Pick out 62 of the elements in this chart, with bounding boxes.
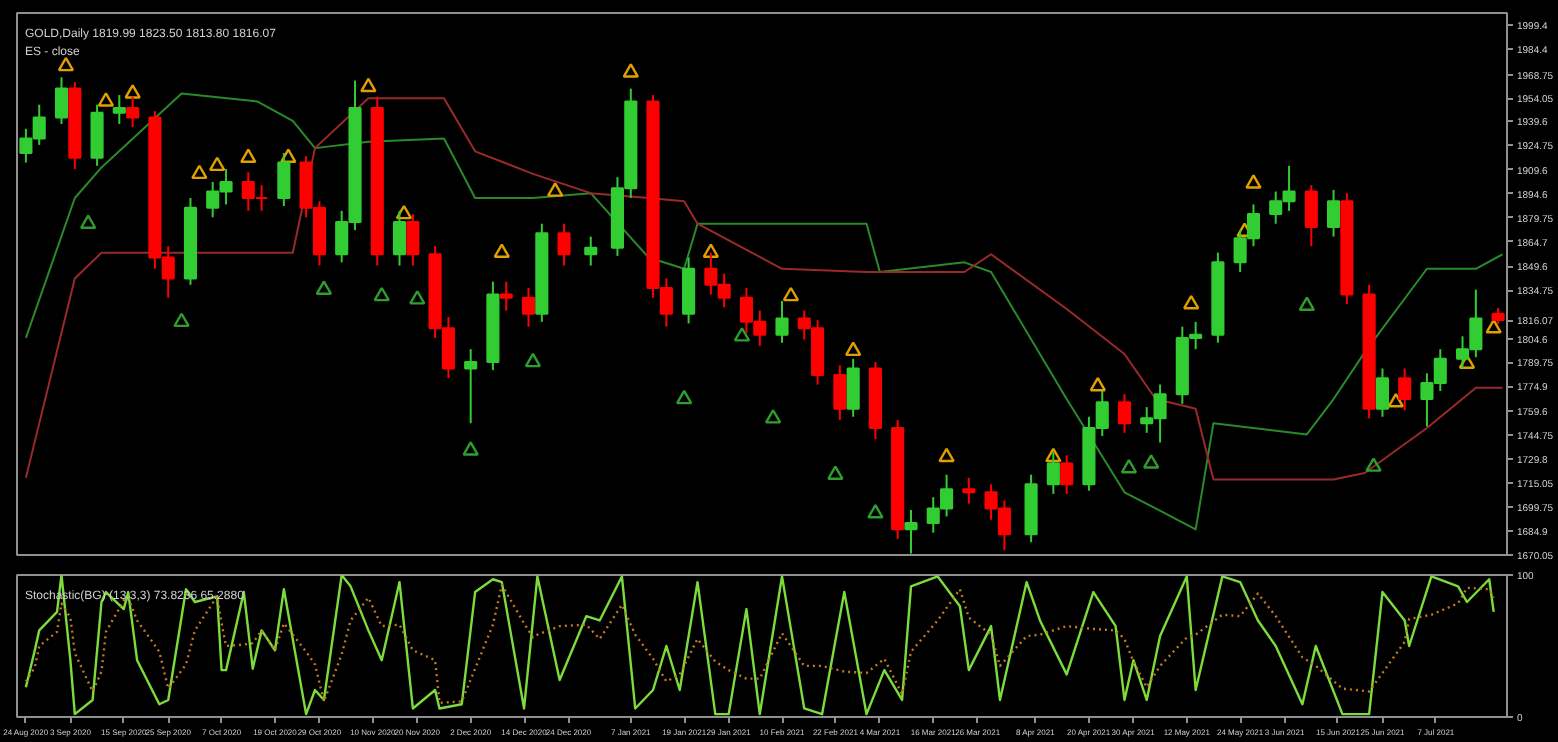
- candlestick: [406, 213, 420, 267]
- candlestick: [112, 94, 126, 125]
- point: [733, 327, 751, 342]
- candlestick: [521, 287, 536, 328]
- point: [173, 312, 190, 328]
- point: [1183, 294, 1200, 310]
- point: [827, 465, 844, 480]
- candlestick: [1046, 451, 1060, 495]
- point: [1485, 318, 1502, 334]
- point: [280, 148, 297, 164]
- point: [493, 243, 511, 258]
- point: [97, 92, 115, 107]
- point: [524, 352, 542, 368]
- point: [1089, 376, 1107, 392]
- candlestick: [1398, 367, 1412, 412]
- point: [1120, 458, 1138, 474]
- candlestick: [846, 357, 860, 418]
- point: [702, 243, 720, 258]
- point: [867, 503, 884, 519]
- candlestick: [392, 209, 407, 267]
- candlestick: [682, 256, 696, 325]
- candlestick: [1375, 367, 1390, 418]
- point: [938, 447, 955, 463]
- point: [675, 389, 693, 405]
- point: [764, 409, 782, 424]
- point: [395, 204, 413, 220]
- point: [462, 441, 479, 456]
- candlestick: [90, 103, 104, 167]
- point: [79, 214, 97, 229]
- point: [1142, 454, 1160, 469]
- candlestick: [1326, 188, 1341, 238]
- point: [315, 280, 333, 295]
- candlestick: [775, 299, 789, 344]
- candlestick: [904, 509, 918, 555]
- candlestick: [464, 348, 478, 425]
- point: [844, 341, 862, 357]
- point: [1045, 447, 1062, 463]
- candlestick: [277, 151, 291, 208]
- point: [191, 164, 208, 180]
- candlestick: [1060, 454, 1074, 495]
- point: [622, 63, 639, 78]
- point: [1387, 392, 1405, 408]
- point: [57, 56, 75, 72]
- candlestick: [1117, 393, 1132, 434]
- point: [1245, 174, 1262, 189]
- candlestick: [54, 76, 69, 125]
- point: [409, 290, 426, 305]
- candlestick: [1304, 184, 1318, 248]
- candlestick: [557, 222, 571, 267]
- candlestick: [962, 476, 976, 505]
- point: [240, 148, 257, 164]
- point: [124, 84, 141, 99]
- candlestick: [584, 235, 598, 267]
- point: [546, 182, 564, 197]
- point: [782, 286, 800, 302]
- point: [360, 77, 377, 93]
- point: [373, 286, 390, 302]
- candlestick: [499, 280, 513, 312]
- point: [1365, 457, 1382, 472]
- point: [1298, 296, 1316, 311]
- candlestick: [833, 364, 847, 421]
- point: [208, 156, 226, 172]
